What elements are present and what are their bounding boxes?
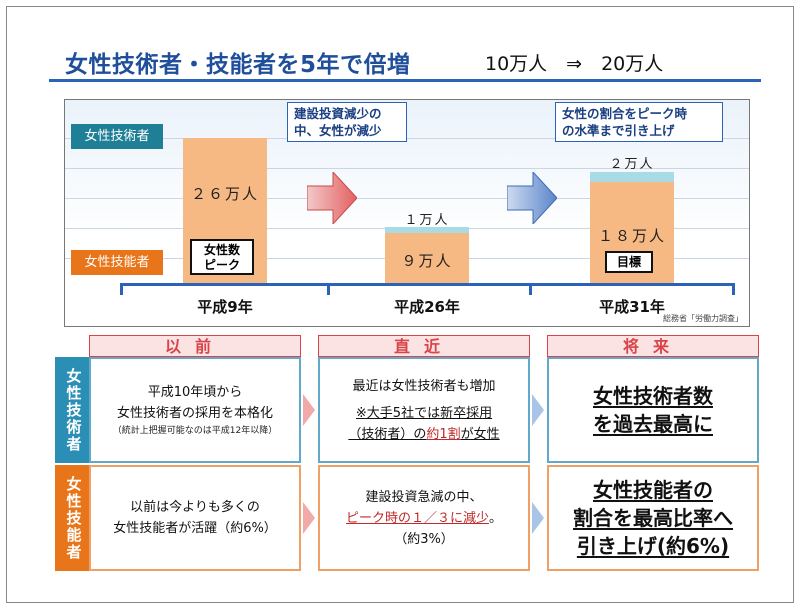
cell-text: が女性 [460, 426, 500, 442]
gridline [65, 168, 749, 169]
bar-heisei31-engineer [590, 172, 674, 182]
x-tick-label: 平成31年 [599, 298, 665, 316]
callout-decline-line2: 中、女性が減少 [294, 123, 382, 138]
cell-text: （約3%） [394, 531, 454, 547]
callout-target-line2: の水準まで引き上げ [562, 123, 675, 138]
arrow-right-icon [532, 394, 544, 426]
title-rule [49, 79, 761, 82]
cell-text: 最近は女性技術者も増加 [352, 378, 496, 394]
cell-engineer-past: 平成10年頃から 女性技術者の採用を本格化 （統計上把握可能なのは平成12年以降… [89, 357, 301, 463]
cell-text: 女性技能者が活躍（約6%） [113, 521, 277, 536]
cell-text-line3: （技術者）の約1割が女性 [348, 424, 499, 445]
cell-text: 女性技術者の採用を本格化 [116, 406, 273, 421]
cell-text: 建設投資急減の中、 [365, 489, 483, 505]
gridline [65, 138, 749, 139]
callout-target-line1: 女性の割合をピーク時 [562, 106, 688, 121]
gridline [65, 198, 749, 199]
bar-chart: 女性技術者 女性技能者 ２６万人 女性数 ピーク 建設投資減少の 中、女性が減少… [64, 99, 750, 327]
column-header-recent: 直近 [318, 335, 530, 357]
legend-technician: 女性技能者 [71, 250, 163, 275]
cell-goal-text: を過去最高に [593, 412, 713, 436]
bar-value-label: ９万人 [401, 252, 453, 270]
cell-goal-text: 割合を最高比率へ [573, 506, 733, 530]
cell-text: 平成10年頃から [147, 385, 243, 400]
arrow-right-icon [303, 502, 315, 534]
peak-tag-line1: 女性数 [203, 243, 240, 257]
page-subtitle: 10万人 ⇒ 20万人 [485, 53, 664, 75]
cell-text-highlight: ピーク時の１／３に減少 [345, 510, 489, 526]
cell-goal-text: 女性技術者数 [593, 384, 713, 408]
page-title: 女性技術者・技能者を5年で倍増 [65, 52, 411, 78]
callout-decline-line1: 建設投資減少の [294, 106, 382, 121]
cell-text: （技術者）の [348, 426, 427, 442]
cell-text: ※大手5社では新卒採用 [355, 405, 493, 421]
cell-technician-future: 女性技能者の 割合を最高比率へ 引き上げ(約6%) [547, 465, 759, 571]
arrow-right-icon [303, 394, 315, 426]
cell-technician-recent: 建設投資急減の中、 ピーク時の１／３に減少。 （約3%） [318, 465, 530, 571]
column-header-past: 以前 [89, 335, 301, 357]
axis-tick [529, 283, 532, 295]
target-tag: 目標 [605, 251, 653, 273]
bar-heisei26-engineer [385, 227, 469, 233]
cell-text: 以前は今よりも多くの [130, 500, 260, 515]
x-axis [120, 283, 735, 286]
arrow-right-red-icon [307, 172, 357, 224]
cell-technician-past: 以前は今よりも多くの 女性技能者が活躍（約6%） [89, 465, 301, 571]
row-header-technician: 女性技能者 [55, 465, 93, 571]
arrow-right-blue-icon [507, 172, 557, 224]
slide-frame: 女性技術者・技能者を5年で倍増 10万人 ⇒ 20万人 女性技術者 女性技能者 … [6, 6, 794, 603]
axis-tick [732, 283, 735, 295]
callout-target: 女性の割合をピーク時 の水準まで引き上げ [555, 102, 723, 142]
cell-text-line2: ピーク時の１／３に減少。 [346, 508, 502, 529]
cell-goal-text: 女性技能者の [593, 478, 713, 502]
x-tick-label: 平成26年 [394, 298, 460, 316]
bar-value-label: ２６万人 [190, 185, 259, 203]
legend-engineer: 女性技術者 [71, 124, 163, 149]
cell-engineer-future: 女性技術者数 を過去最高に [547, 357, 759, 463]
peak-tag: 女性数 ピーク [190, 239, 254, 275]
callout-decline: 建設投資減少の 中、女性が減少 [287, 102, 407, 142]
cell-goal-text: 引き上げ(約6%) [576, 534, 730, 558]
cell-text: 。 [489, 510, 503, 526]
source-note: 総務省「労働力調査」 [663, 314, 743, 323]
cell-note: （統計上把握可能なのは平成12年以降） [112, 426, 278, 436]
x-tick-label: 平成9年 [197, 298, 253, 316]
cell-engineer-recent: 最近は女性技術者も増加 ※大手5社では新卒採用 （技術者）の約1割が女性 [318, 357, 530, 463]
column-header-future: 将来 [547, 335, 759, 357]
bar-top-label: ２万人 [609, 157, 655, 172]
bar-heisei26 [385, 233, 469, 283]
arrow-right-icon [532, 502, 544, 534]
row-header-engineer: 女性技術者 [55, 357, 93, 463]
axis-tick [327, 283, 330, 295]
bar-top-label: １万人 [404, 213, 450, 228]
peak-tag-line2: ピーク [203, 258, 240, 272]
axis-tick [120, 283, 123, 295]
cell-text-highlight: 約1割 [426, 426, 461, 442]
bar-value-label: １８万人 [597, 227, 666, 245]
